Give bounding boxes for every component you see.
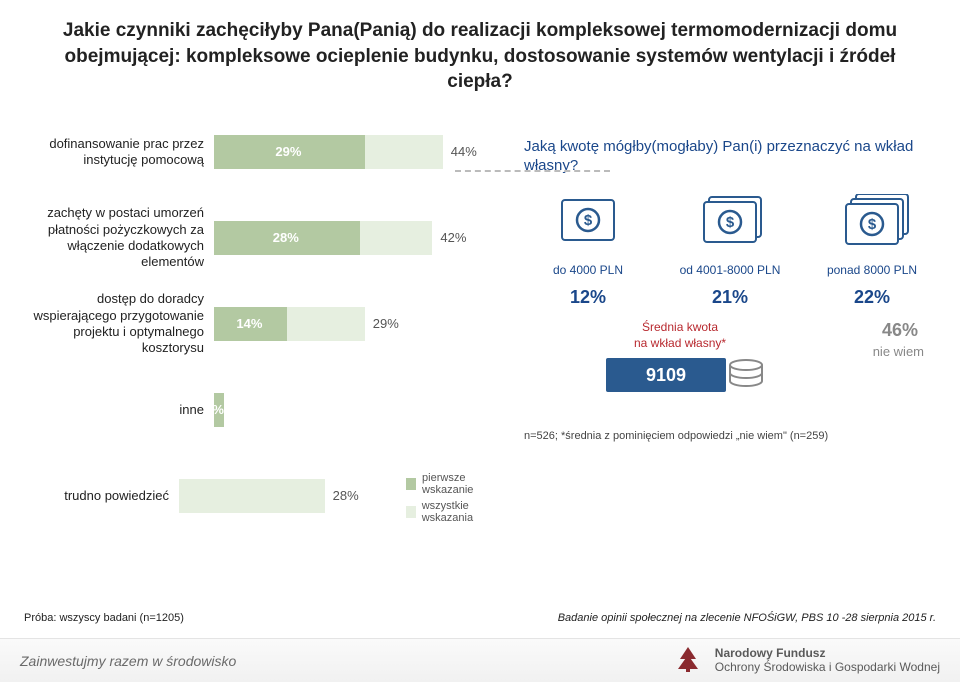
bar-label: dofinansowanie prac przez instytucję pom… — [24, 136, 214, 169]
money-icon: $ — [832, 239, 912, 256]
money-icon: $ — [690, 239, 770, 256]
bucket-pct: 22% — [808, 287, 936, 308]
bar-row: dostęp do doradcy wspierającego przygoto… — [24, 295, 514, 353]
bar-first-value: 14% — [236, 316, 262, 331]
bar-label: trudno powiedzieć — [24, 488, 179, 504]
bar-all-value: 29% — [373, 316, 399, 331]
money-bucket: $ od 4001-8000 PLN — [666, 194, 794, 277]
sample-note: Próba: wszyscy badani (n=1205) — [24, 612, 184, 624]
svg-text:$: $ — [584, 212, 593, 229]
bar-area: 29% 44% — [214, 135, 474, 169]
pct-row: 12% 21% 22% — [524, 287, 936, 308]
q2-note: n=526; *średnia z pominięciem odpowiedzi… — [524, 430, 936, 442]
bar-row: dofinansowanie prac przez instytucję pom… — [24, 123, 514, 181]
bar-first-value: 28% — [273, 230, 299, 245]
legend-first-swatch — [406, 478, 416, 490]
footer-brand-l2: Ochrony Środowiska i Gospodarki Wodnej — [715, 661, 940, 675]
svg-text:$: $ — [726, 214, 735, 231]
bar-label: zachęty w postaci umorzeń płatności poży… — [24, 205, 214, 270]
money-icon: $ — [548, 239, 628, 256]
bar-row: trudno powiedzieć 28% pierwsze wskazanie ws… — [24, 467, 514, 525]
bucket-pct: 21% — [666, 287, 794, 308]
money-icons-row: $ do 4000 PLN $ od 4001-8000 PLN $ ponad 8000… — [524, 194, 936, 277]
money-caption: ponad 8000 PLN — [808, 263, 936, 277]
bar-first-value: 2% — [205, 402, 224, 417]
bottom-row: Próba: wszyscy badani (n=1205) Badanie o… — [24, 612, 936, 624]
svg-text:$: $ — [868, 216, 877, 233]
coins-icon — [726, 358, 766, 397]
legend: pierwsze wskazanie wszystkie wskazania — [406, 468, 514, 524]
niewiem-text: nie wiem — [873, 344, 924, 359]
bar-label: inne — [24, 402, 214, 418]
money-caption: do 4000 PLN — [524, 263, 652, 277]
bucket-pct: 12% — [524, 287, 652, 308]
avg-value: 9109 — [606, 358, 726, 392]
footer-brand: Narodowy Fundusz Ochrony Środowiska i Go… — [671, 643, 940, 678]
bar-first-value: 29% — [275, 144, 301, 159]
bar-all-value: 44% — [451, 144, 477, 159]
bar-all-value: 42% — [440, 230, 466, 245]
bar-row: zachęty w postaci umorzeń płatności poży… — [24, 209, 514, 267]
legend-all-swatch — [406, 506, 415, 518]
avg-label: Średnia kwotana wkład własny* — [634, 320, 726, 351]
bar-label: dostęp do doradcy wspierającego przygoto… — [24, 291, 214, 356]
money-caption: od 4001-8000 PLN — [666, 263, 794, 277]
bar-area: 28% — [179, 479, 388, 513]
money-bucket: $ ponad 8000 PLN — [808, 194, 936, 277]
source-note: Badanie opinii społecznej na zlecenie NF… — [558, 612, 936, 624]
page: Jakie czynniki zachęciłyby Pana(Panią) d… — [0, 0, 960, 682]
footer: Zainwestujmy razem w środowisko Narodowy… — [0, 638, 960, 682]
page-title: Jakie czynniki zachęciłyby Pana(Panią) d… — [44, 18, 916, 95]
bar-area: 14% 29% — [214, 307, 474, 341]
footer-brand-l1: Narodowy Fundusz — [715, 647, 940, 661]
dashed-connector — [455, 170, 610, 172]
bar-chart: dofinansowanie prac przez instytucję pom… — [24, 123, 514, 553]
bar-area: 28% 42% — [214, 221, 474, 255]
bar-area: 2% — [214, 393, 474, 427]
bar-all-value: 28% — [333, 488, 359, 503]
bar-all — [179, 479, 325, 513]
footer-brand-text: Narodowy Fundusz Ochrony Środowiska i Go… — [715, 647, 940, 675]
extras: Średnia kwotana wkład własny* 9109 46% n… — [524, 316, 936, 396]
bar-row: inne2% — [24, 381, 514, 439]
footer-slogan: Zainwestujmy razem w środowisko — [20, 653, 236, 669]
nf-logo-icon — [671, 643, 705, 678]
niewiem-pct: 46% — [882, 320, 918, 341]
legend-first-label: pierwsze wskazanie — [422, 472, 500, 496]
content: dofinansowanie prac przez instytucję pom… — [24, 123, 936, 553]
money-bucket: $ do 4000 PLN — [524, 194, 652, 277]
right-panel: Jaką kwotę mógłby(mogłaby) Pan(i) przezn… — [514, 123, 936, 553]
legend-all-label: wszystkie wskazania — [422, 500, 500, 524]
